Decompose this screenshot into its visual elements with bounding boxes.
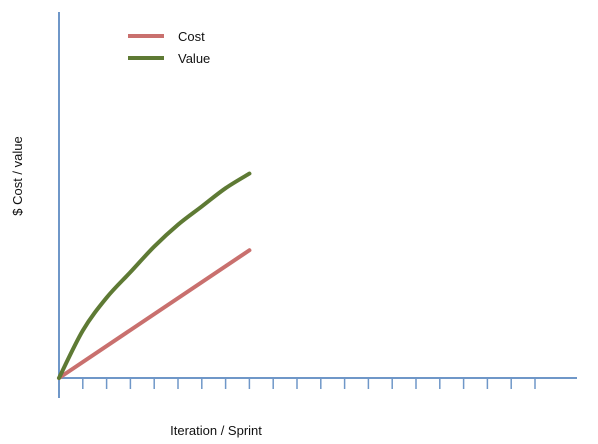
series-line-value: [57, 171, 252, 380]
series-lines: [57, 171, 252, 380]
legend: Cost Value: [128, 29, 210, 66]
legend-label-cost: Cost: [178, 29, 205, 44]
legend-label-value: Value: [178, 51, 210, 66]
axes: [58, 12, 577, 398]
x-ticks: [82, 378, 536, 389]
y-axis-label: $ Cost / value: [10, 136, 25, 216]
x-axis-label: Iteration / Sprint: [170, 423, 262, 438]
series-line-cost: [57, 248, 252, 380]
